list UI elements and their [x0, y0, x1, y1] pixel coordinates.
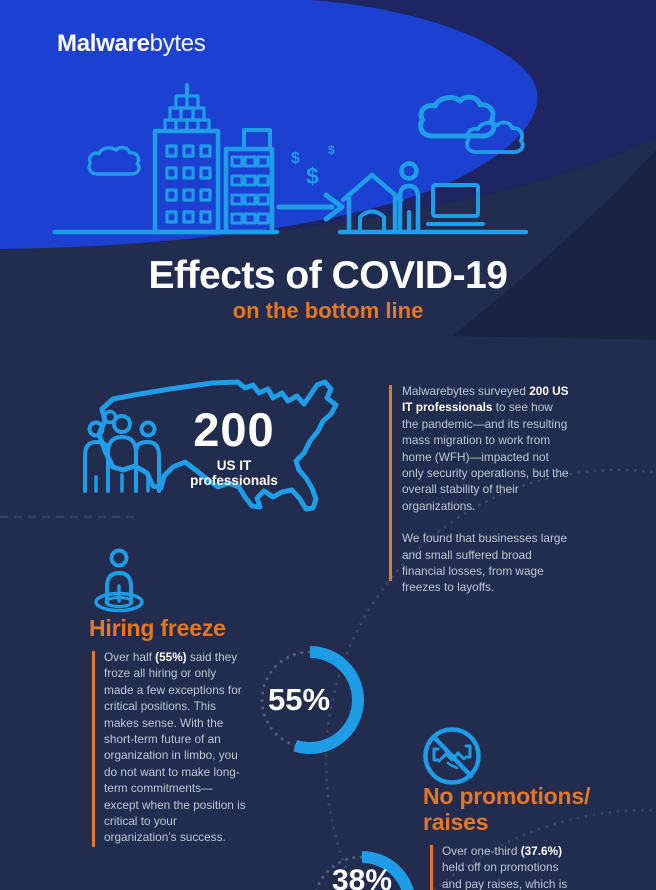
house-icon	[340, 172, 404, 235]
dark-corner-wedge	[452, 150, 656, 340]
office-building-icon	[223, 128, 275, 235]
intro-copy: Malwarebytes surveyed 200 US IT professi…	[402, 383, 570, 596]
promotions-copy: Over one-third (37.6%) held off on promo…	[442, 844, 568, 890]
office-building-icon	[152, 83, 221, 235]
logo-text-light: bytes	[149, 30, 206, 57]
donut-chart-38	[310, 851, 414, 890]
wfh-illustration: $ $ $	[52, 83, 529, 235]
donut-arc	[310, 851, 414, 890]
donut-38-label: 38%	[331, 864, 393, 890]
dollar-icon: $ $ $	[291, 143, 335, 189]
accent-bar	[430, 845, 433, 890]
no-handshake-icon	[423, 727, 481, 785]
donut-arc	[256, 646, 364, 754]
logo-text-bold: Malware	[57, 30, 150, 57]
hiring-freeze-icon	[94, 548, 144, 613]
accent-bar	[389, 385, 392, 581]
hiring-freeze-copy: Over half (55%) said they froze all hiri…	[104, 650, 246, 845]
people-group-icon	[83, 409, 161, 493]
survey-count-label: US IT professionals	[190, 458, 278, 488]
accent-bar	[92, 651, 95, 847]
donut-chart-55	[256, 646, 364, 754]
promotions-heading: No promotions/ raises	[423, 783, 591, 835]
dollar-glyph: $	[291, 150, 300, 167]
dollar-glyph: $	[306, 163, 319, 189]
promotions-heading-line2: raises	[423, 808, 489, 835]
hiring-freeze-heading: Hiring freeze	[89, 615, 226, 641]
survey-count: 200	[193, 403, 275, 456]
page-subtitle: on the bottom line	[232, 298, 424, 323]
intro-paragraph-1: Malwarebytes surveyed 200 US IT professi…	[402, 384, 569, 513]
malwarebytes-logo: Malwarebytes	[57, 30, 206, 58]
dollar-glyph: $	[328, 143, 335, 157]
donut-55-label: 55%	[267, 682, 331, 717]
dotted-circle-decoration	[432, 808, 656, 890]
cloud-icon	[87, 94, 525, 176]
laptop-icon	[426, 183, 485, 226]
us-map-outline	[96, 379, 339, 512]
arrow-right-icon	[276, 192, 345, 222]
person-icon	[397, 161, 421, 235]
page-title: Effects of COVID-19	[148, 254, 508, 297]
promotions-heading-line1: No promotions/	[423, 783, 591, 809]
intro-paragraph-2: We found that businesses large and small…	[402, 531, 568, 595]
